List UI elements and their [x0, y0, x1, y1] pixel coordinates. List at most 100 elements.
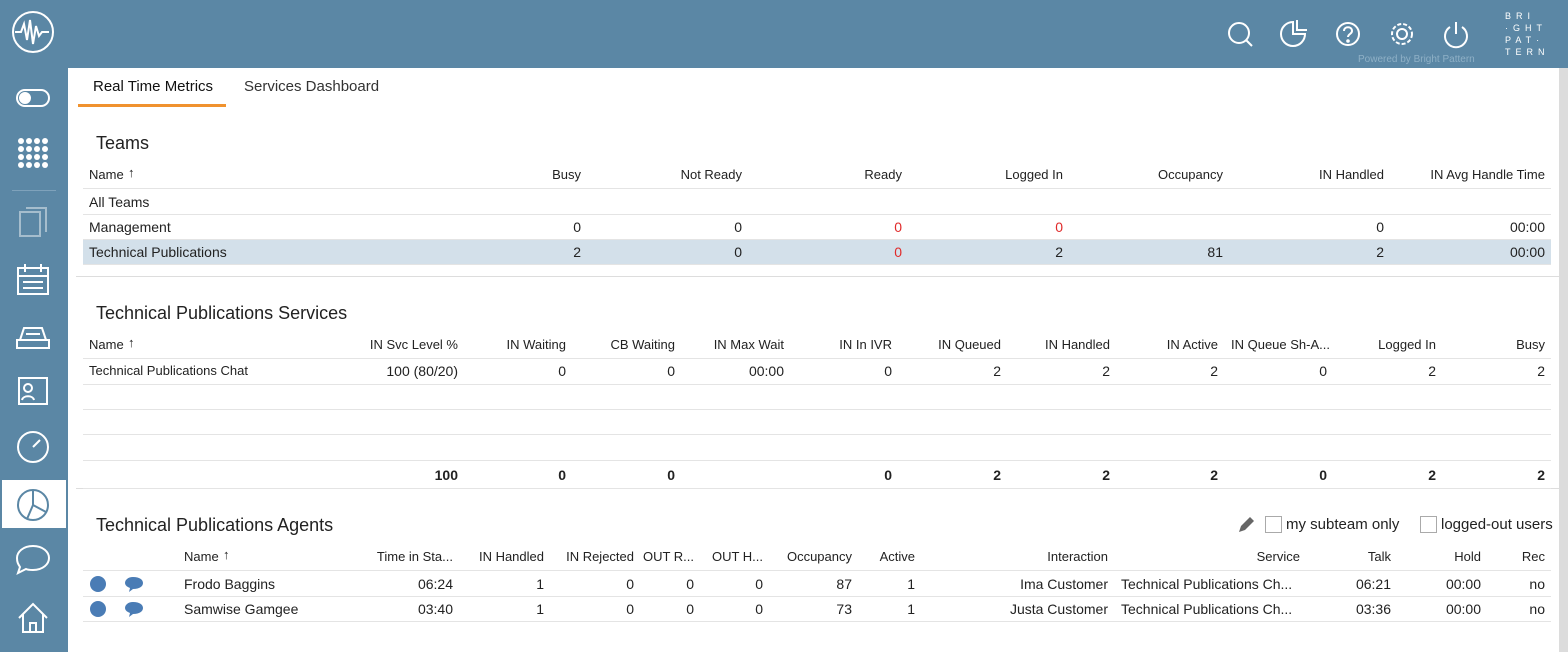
tab[interactable]: Services Dashboard	[244, 78, 380, 95]
cell: 81	[1207, 244, 1223, 260]
cell: 0	[1319, 363, 1327, 379]
column-header[interactable]: Logged In	[1378, 337, 1436, 352]
cell: Justa Customer	[1009, 601, 1108, 617]
powered-by: Powered by Bright Pattern	[1358, 54, 1475, 65]
cell: 0	[1055, 219, 1063, 235]
selected-row[interactable]	[83, 240, 1551, 265]
cell: 00:00	[748, 363, 784, 379]
column-header[interactable]: OUT H...	[711, 549, 763, 564]
column-header[interactable]: IN Active	[1166, 337, 1218, 352]
row-line	[83, 409, 1551, 410]
edge	[1559, 68, 1568, 652]
column-header[interactable]: IN Handled	[1044, 337, 1110, 352]
cell: 03:40	[417, 601, 453, 617]
column-header[interactable]: Rec	[1521, 549, 1545, 564]
cell: 0	[626, 601, 634, 617]
column-header[interactable]: OUT R...	[642, 549, 694, 564]
cell: 00:00	[1509, 219, 1545, 235]
row-line	[83, 570, 1551, 571]
row-name: Technical Publications	[89, 244, 227, 260]
column-header[interactable]: Time in Sta...	[376, 549, 453, 564]
cell: 2	[1537, 363, 1545, 379]
sort-mark: ↑	[128, 165, 135, 180]
row-name: Management	[89, 219, 171, 235]
cell: 06:21	[1355, 576, 1391, 592]
sidebar-icons[interactable]	[0, 0, 68, 652]
cell: 100 (80/20)	[386, 363, 458, 379]
toolbar-icons[interactable]	[1220, 14, 1480, 54]
column-header[interactable]: IN Queue Sh-A...	[1231, 337, 1330, 352]
checkbox[interactable]	[1420, 516, 1437, 533]
cell: 0	[894, 219, 902, 235]
column-header[interactable]: Not Ready	[680, 167, 742, 182]
column-header[interactable]: Busy	[552, 167, 581, 182]
cell: 1	[536, 576, 544, 592]
column-header[interactable]: Name	[89, 167, 124, 182]
edit-icon[interactable]	[1236, 515, 1256, 535]
column-header[interactable]: CB Waiting	[610, 337, 675, 352]
column-header[interactable]: Name	[89, 337, 124, 352]
section-title: Technical Publications Services	[96, 303, 348, 323]
row-name: All Teams	[89, 194, 150, 210]
agent-status-icons[interactable]	[88, 575, 148, 593]
cell: 73	[836, 601, 852, 617]
cell: 0	[667, 363, 675, 379]
column-header[interactable]: IN Handled	[478, 549, 544, 564]
cell: no	[1529, 601, 1545, 617]
checkbox[interactable]	[1265, 516, 1282, 533]
column-header[interactable]: IN Queued	[938, 337, 1001, 352]
row-name: Technical Publications Chat	[89, 363, 248, 378]
row-line	[83, 264, 1551, 265]
column-header[interactable]: IN Avg Handle Time	[1430, 167, 1545, 182]
cell: 03:36	[1355, 601, 1391, 617]
row-line	[83, 239, 1551, 240]
section-title: Technical Publications Agents	[96, 515, 334, 535]
row-line	[83, 384, 1551, 385]
cell: 0	[558, 363, 566, 379]
column-header[interactable]: Hold	[1454, 549, 1481, 564]
column-header[interactable]: Interaction	[1047, 549, 1108, 564]
column-header[interactable]: IN Handled	[1318, 167, 1384, 182]
column-header[interactable]: Service	[1256, 549, 1300, 564]
column-header[interactable]: IN Rejected	[566, 549, 634, 564]
sort-mark: ↑	[128, 335, 135, 350]
total: 2	[993, 467, 1001, 483]
column-header[interactable]: IN Max Wait	[713, 337, 784, 352]
content	[68, 68, 1559, 652]
cell: 2	[1055, 244, 1063, 260]
agent-status-icons[interactable]	[88, 600, 148, 618]
column-header[interactable]: Occupancy	[786, 549, 852, 564]
tab[interactable]: Real Time Metrics	[93, 78, 214, 95]
cell: 0	[894, 244, 902, 260]
cell: 0	[734, 244, 742, 260]
cell: 00:00	[1445, 576, 1481, 592]
row-line	[83, 621, 1551, 622]
column-header[interactable]: IN Waiting	[506, 337, 566, 352]
column-header[interactable]: Ready	[864, 167, 902, 182]
column-header[interactable]: Occupancy	[1157, 167, 1223, 182]
column-header[interactable]: Active	[879, 549, 915, 564]
cell: 2	[993, 363, 1001, 379]
cell: 1	[907, 601, 915, 617]
cell: no	[1529, 576, 1545, 592]
total: 2	[1428, 467, 1436, 483]
cell: 2	[1428, 363, 1436, 379]
column-header[interactable]: Busy	[1516, 337, 1545, 352]
column-header[interactable]: IN In IVR	[839, 337, 892, 352]
cell: Ima Customer	[1020, 576, 1108, 592]
logo-line: PAT·	[1505, 35, 1545, 45]
logo-line: TERN	[1505, 47, 1550, 57]
top-bar	[0, 0, 1568, 68]
cell: 2	[1102, 363, 1110, 379]
row-line	[83, 460, 1551, 461]
cell: 06:24	[417, 576, 453, 592]
column-header[interactable]: Logged In	[1005, 167, 1063, 182]
column-header[interactable]: Talk	[1367, 549, 1391, 564]
cell: 0	[755, 601, 763, 617]
column-header[interactable]: Name	[184, 549, 219, 564]
column-header[interactable]: IN Svc Level %	[369, 337, 458, 352]
section-title: Teams	[96, 133, 150, 153]
cell: 0	[626, 576, 634, 592]
section-divider	[76, 276, 1559, 277]
cell: 2	[1210, 363, 1218, 379]
